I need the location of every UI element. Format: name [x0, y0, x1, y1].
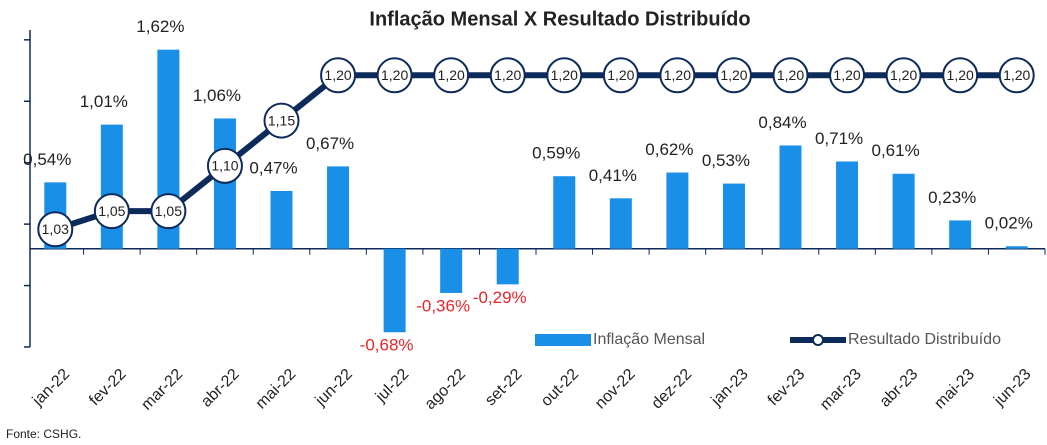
line-value-label: 1,20 — [551, 67, 578, 83]
line-value-label: 1,05 — [98, 203, 125, 219]
x-tick-label: jul-22 — [372, 366, 412, 406]
line-value-label: 1,20 — [1003, 67, 1030, 83]
bar-value-label: 0,54% — [23, 150, 71, 169]
bar-value-label: 1,06% — [193, 86, 241, 105]
bar-value-label: 0,02% — [985, 214, 1033, 233]
x-tick-label: abr-22 — [198, 366, 243, 411]
x-tick-label: dez-22 — [649, 366, 696, 413]
bar-value-label: 0,84% — [758, 113, 806, 132]
line-value-label: 1,20 — [664, 67, 691, 83]
bar-value-label: 0,62% — [645, 140, 693, 159]
source-note: Fonte: CSHG. — [6, 427, 81, 441]
bar — [666, 172, 689, 249]
x-tick-label: fev-22 — [86, 366, 130, 410]
x-tick-label: mar-22 — [138, 366, 186, 414]
x-tick-label: jan-22 — [29, 366, 73, 410]
line-marker — [829, 57, 866, 94]
x-tick-label: mai-22 — [253, 366, 300, 413]
bar-value-label: 0,53% — [702, 151, 750, 170]
line-value-label: 1,05 — [155, 203, 182, 219]
line-value-label: 1,20 — [494, 67, 521, 83]
line-value-label: 1,20 — [890, 67, 917, 83]
bar — [327, 166, 350, 249]
bar — [722, 183, 745, 249]
line-marker — [433, 57, 470, 94]
line-value-label: 1,20 — [947, 67, 974, 83]
chart-title: Inflação Mensal X Resultado Distribuído — [369, 8, 750, 30]
x-tick-label: ago-22 — [422, 366, 469, 413]
bar — [779, 145, 802, 249]
line-marker — [150, 193, 187, 230]
line-marker — [942, 57, 979, 94]
line-marker — [998, 57, 1035, 94]
line-value-label: 1,20 — [381, 67, 408, 83]
legend-label: Inflação Mensal — [593, 331, 705, 348]
bar — [100, 124, 123, 249]
line-marker — [37, 211, 74, 248]
bar-value-label: 0,67% — [306, 134, 354, 153]
bar-value-label: 0,23% — [928, 188, 976, 207]
line-marker — [715, 57, 752, 94]
bar-value-label: 0,61% — [872, 141, 920, 160]
x-tick-label: jan-23 — [708, 366, 752, 410]
line-marker — [772, 57, 809, 94]
x-tick-label: fev-23 — [765, 366, 809, 410]
line-value-label: 1,20 — [833, 67, 860, 83]
x-tick-label: mai-23 — [931, 366, 978, 413]
bar — [836, 161, 859, 249]
line-value-label: 1,03 — [42, 221, 69, 237]
bar — [609, 198, 632, 249]
line-value-label: 1,20 — [720, 67, 747, 83]
bar-value-label: 0,41% — [589, 166, 637, 185]
line-value-label: 1,20 — [777, 67, 804, 83]
line-marker — [546, 57, 583, 94]
bar — [949, 220, 972, 249]
bar — [270, 190, 293, 249]
bar-value-label: -0,68% — [360, 336, 414, 355]
line-value-label: 1,20 — [607, 67, 634, 83]
legend-label: Resultado Distribuído — [848, 331, 1001, 348]
bar-value-label: 0,47% — [249, 158, 297, 177]
x-tick-label: out-22 — [538, 366, 582, 410]
x-tick-label: set-22 — [482, 366, 526, 410]
bar — [440, 248, 463, 293]
bar-value-label: 1,62% — [136, 17, 184, 36]
line-marker — [659, 57, 696, 94]
line-value-label: 1,20 — [324, 67, 351, 83]
line-marker — [489, 57, 526, 94]
line-marker — [602, 57, 639, 94]
bar — [383, 248, 406, 333]
x-tick-label: nov-22 — [592, 366, 639, 413]
line-value-label: 1,10 — [211, 158, 238, 174]
x-tick-label: abr-23 — [877, 366, 922, 411]
line-marker — [93, 193, 130, 230]
line-value-label: 1,20 — [438, 67, 465, 83]
bar — [496, 248, 519, 285]
bar-value-label: -0,29% — [473, 288, 527, 307]
line-marker — [206, 147, 243, 184]
bar — [892, 173, 915, 249]
line-marker — [376, 57, 413, 94]
x-tick-label: jun-23 — [990, 366, 1034, 410]
bar-value-label: 1,01% — [80, 92, 128, 111]
bar-value-label: 0,59% — [532, 144, 580, 163]
line-marker — [320, 57, 357, 94]
bar — [553, 176, 576, 249]
legend-swatch — [535, 334, 591, 346]
line-marker — [885, 57, 922, 94]
x-tick-label: mar-23 — [817, 366, 865, 414]
bar-value-label: 0,71% — [815, 129, 863, 148]
x-tick-label: jun-22 — [312, 366, 356, 410]
legend-marker — [812, 334, 824, 346]
bar — [1005, 246, 1028, 249]
line-marker — [263, 102, 300, 139]
line-value-label: 1,15 — [268, 112, 295, 128]
bar-value-label: -0,36% — [416, 296, 470, 315]
